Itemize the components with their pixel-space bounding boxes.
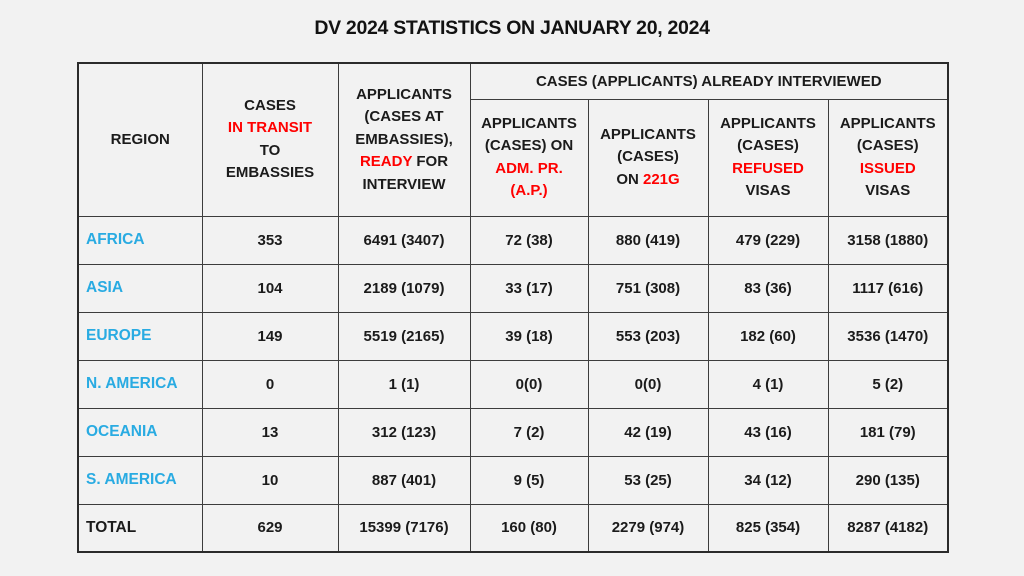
header-line: INTERVIEW — [362, 175, 446, 193]
header-line: (CASES) — [617, 148, 679, 166]
refused-cell: 479 (229) — [707, 215, 829, 265]
on-221g-cell: 751 (308) — [587, 263, 709, 313]
col-header-region: REGION — [77, 62, 203, 217]
on-221g-cell: 53 (25) — [587, 455, 709, 505]
col-header-ready-for-interview: APPLICANTS (CASES AT EMBASSIES), READY F… — [337, 62, 471, 217]
issued-cell: 3536 (1470) — [827, 311, 949, 361]
header-word-highlight: READY — [359, 153, 413, 170]
table-row-asia: ASIA 104 2189 (1079) 33 (17) 751 (308) 8… — [77, 263, 949, 313]
issued-cell: 8287 (4182) — [827, 503, 949, 553]
adm-pr-cell: 33 (17) — [469, 263, 589, 313]
group-header-already-interviewed: CASES (APPLICANTS) ALREADY INTERVIEWED — [469, 62, 949, 100]
on-221g-cell: 880 (419) — [587, 215, 709, 265]
issued-cell: 290 (135) — [827, 455, 949, 505]
header-line-mixed: READY FOR — [342, 151, 467, 174]
header-line: APPLICANTS — [356, 85, 452, 103]
on-221g-cell: 42 (19) — [587, 407, 709, 457]
on-221g-cell: 553 (203) — [587, 311, 709, 361]
in-transit-cell: 149 — [201, 311, 339, 361]
region-cell: AFRICA — [77, 215, 203, 265]
refused-cell: 825 (354) — [707, 503, 829, 553]
table-row-s-america: S. AMERICA 10 887 (401) 9 (5) 53 (25) 34… — [77, 455, 949, 505]
refused-cell: 83 (36) — [707, 263, 829, 313]
in-transit-cell: 0 — [201, 359, 339, 409]
header-line-highlight: IN TRANSIT — [227, 119, 313, 137]
table-row-n-america: N. AMERICA 0 1 (1) 0(0) 0(0) 4 (1) 5 (2) — [77, 359, 949, 409]
header-line: (CASES) ON — [484, 137, 574, 154]
header-line: (CASES) — [737, 137, 799, 154]
col-header-221g: APPLICANTS (CASES) ON 221G — [587, 98, 709, 217]
header-line: (CASES) — [856, 137, 919, 154]
refused-cell: 34 (12) — [707, 455, 829, 505]
header-line: (CASES AT — [364, 108, 444, 125]
header-line: VISAS — [745, 182, 791, 199]
ready-cell: 5519 (2165) — [337, 311, 471, 361]
adm-pr-cell: 0(0) — [469, 359, 589, 409]
adm-pr-cell: 39 (18) — [469, 311, 589, 361]
col-header-adm-pr: APPLICANTS (CASES) ON ADM. PR. (A.P.) — [469, 98, 589, 217]
ready-cell: 887 (401) — [337, 455, 471, 505]
table-row-europe: EUROPE 149 5519 (2165) 39 (18) 553 (203)… — [77, 311, 949, 361]
col-header-issued: APPLICANTS (CASES) ISSUED VISAS — [827, 98, 949, 217]
col-header-region-label: REGION — [110, 130, 170, 148]
in-transit-cell: 10 — [201, 455, 339, 505]
header-line: APPLICANTS — [839, 114, 936, 132]
ready-cell: 15399 (7176) — [337, 503, 471, 553]
header-word: FOR — [412, 153, 449, 170]
adm-pr-cell: 9 (5) — [469, 455, 589, 505]
region-cell: EUROPE — [77, 311, 203, 361]
on-221g-cell: 2279 (974) — [587, 503, 709, 553]
header-line: APPLICANTS — [600, 125, 696, 143]
refused-cell: 182 (60) — [707, 311, 829, 361]
on-221g-cell: 0(0) — [587, 359, 709, 409]
adm-pr-cell: 7 (2) — [469, 407, 589, 457]
header-line: CASES — [244, 96, 296, 114]
header-line-highlight: REFUSED — [732, 159, 804, 177]
page-title: DV 2024 STATISTICS ON JANUARY 20, 2024 — [314, 17, 710, 39]
issued-cell: 1117 (616) — [827, 263, 949, 313]
refused-cell: 43 (16) — [707, 407, 829, 457]
header-line: VISAS — [865, 182, 911, 199]
in-transit-cell: 353 — [201, 215, 339, 265]
region-cell: OCEANIA — [77, 407, 203, 457]
adm-pr-cell: 160 (80) — [469, 503, 589, 553]
header-line-highlight: ISSUED — [859, 159, 916, 177]
adm-pr-cell: 72 (38) — [469, 215, 589, 265]
dv-statistics-table: REGION CASES IN TRANSIT TO EMBASSIES APP… — [77, 62, 949, 553]
ready-cell: 1 (1) — [337, 359, 471, 409]
header-line-highlight: (A.P.) — [510, 182, 548, 199]
header-line: APPLICANTS — [720, 114, 816, 132]
region-cell: S. AMERICA — [77, 455, 203, 505]
col-header-in-transit: CASES IN TRANSIT TO EMBASSIES — [201, 62, 339, 217]
ready-cell: 2189 (1079) — [337, 263, 471, 313]
header-line: EMBASSIES — [225, 164, 315, 182]
col-header-refused: APPLICANTS (CASES) REFUSED VISAS — [707, 98, 829, 217]
table-row-africa: AFRICA 353 6491 (3407) 72 (38) 880 (419)… — [77, 215, 949, 265]
header-line: APPLICANTS — [481, 114, 577, 132]
region-cell: ASIA — [77, 263, 203, 313]
header-row-top: REGION CASES IN TRANSIT TO EMBASSIES APP… — [77, 62, 949, 217]
header-word: ON — [616, 170, 643, 188]
ready-cell: 6491 (3407) — [337, 215, 471, 265]
table-row-oceania: OCEANIA 13 312 (123) 7 (2) 42 (19) 43 (1… — [77, 407, 949, 457]
in-transit-cell: 104 — [201, 263, 339, 313]
issued-cell: 5 (2) — [827, 359, 949, 409]
header-word-highlight: 221G — [642, 170, 680, 188]
issued-cell: 3158 (1880) — [827, 215, 949, 265]
region-cell: TOTAL — [77, 503, 203, 553]
in-transit-cell: 629 — [201, 503, 339, 553]
header-line: TO — [259, 141, 281, 159]
header-line: EMBASSIES), — [355, 130, 453, 148]
in-transit-cell: 13 — [201, 407, 339, 457]
header-line-mixed: ON 221G — [592, 169, 705, 192]
ready-cell: 312 (123) — [337, 407, 471, 457]
issued-cell: 181 (79) — [827, 407, 949, 457]
header-line-highlight: ADM. PR. — [495, 159, 563, 177]
refused-cell: 4 (1) — [707, 359, 829, 409]
region-cell: N. AMERICA — [77, 359, 203, 409]
table-row-total: TOTAL 629 15399 (7176) 160 (80) 2279 (97… — [77, 503, 949, 553]
